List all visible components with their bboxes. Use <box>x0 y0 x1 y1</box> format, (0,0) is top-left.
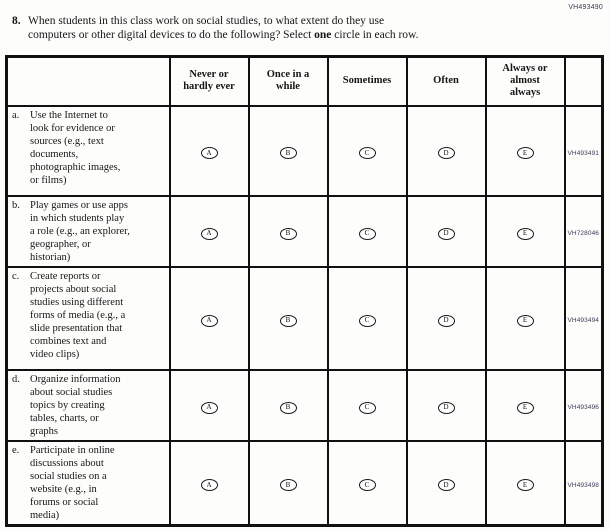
row-letter: d. <box>12 373 20 385</box>
answer-cell-e-B: B <box>247 439 329 526</box>
row-letter: b. <box>12 199 20 211</box>
answer-oval-a-D[interactable]: D <box>437 147 455 159</box>
answer-oval-e-D[interactable]: D <box>437 479 455 491</box>
table-row-b: b. Play games or use apps in which student… <box>5 194 604 268</box>
answer-oval-b-B[interactable]: B <box>279 227 297 240</box>
answer-cell-a-C: C <box>326 104 408 197</box>
answer-oval-e-B[interactable]: B <box>279 479 297 491</box>
row-label-cell: d. Organize information about social studi… <box>5 368 171 442</box>
row-id-cell: VH493494 <box>563 265 604 371</box>
row-letter: e. <box>12 444 20 456</box>
row-text: Use the Internet to look for evidence or s… <box>30 109 121 186</box>
answer-oval-e-E[interactable]: E <box>516 479 534 491</box>
row-id: VH493494 <box>567 317 600 324</box>
answer-oval-a-E[interactable]: E <box>516 147 534 159</box>
column-header-3: Sometimes <box>326 55 408 107</box>
answer-oval-d-C[interactable]: C <box>358 401 376 414</box>
answer-cell-a-D: D <box>405 104 487 197</box>
row-id-cell: VH493498 <box>563 439 604 526</box>
answer-cell-c-C: C <box>326 265 408 371</box>
question-block: 8. When students in this class work on s… <box>12 15 592 42</box>
answer-oval-b-E[interactable]: E <box>516 227 534 240</box>
id-column-header <box>563 55 604 107</box>
answer-oval-e-A[interactable]: A <box>200 479 218 491</box>
row-letter: a. <box>12 109 20 121</box>
answer-oval-c-E[interactable]: E <box>516 314 534 327</box>
answer-cell-c-E: E <box>484 265 566 371</box>
question-line-2: computers or other digital devices to do… <box>28 28 419 41</box>
answer-cell-a-E: E <box>484 104 566 197</box>
answer-cell-d-D: D <box>405 368 487 442</box>
answer-oval-c-C[interactable]: C <box>358 314 376 327</box>
table-row-d: d. Organize information about social studi… <box>5 368 604 442</box>
answer-cell-b-C: C <box>326 194 408 268</box>
column-header-4: Often <box>405 55 487 107</box>
answer-cell-b-D: D <box>405 194 487 268</box>
answer-cell-d-B: B <box>247 368 329 442</box>
answer-oval-a-B[interactable]: B <box>279 147 297 159</box>
answer-cell-c-D: D <box>405 265 487 371</box>
row-id-cell: VH493496 <box>563 368 604 442</box>
answer-oval-b-A[interactable]: A <box>200 227 218 240</box>
row-label-cell: a. Use the Internet to look for evidence o… <box>5 104 171 197</box>
answer-cell-a-B: B <box>247 104 329 197</box>
row-id: VH493496 <box>567 404 600 411</box>
answer-cell-a-A: A <box>168 104 250 197</box>
row-id-cell: VH728046 <box>563 194 604 268</box>
row-text: Participate in online discussions about so… <box>30 444 115 521</box>
column-header-5: Always or almost always <box>484 55 566 107</box>
row-id: VH728046 <box>567 230 600 237</box>
row-id-cell: VH493491 <box>563 104 604 197</box>
page-id: VH493490 <box>568 4 603 11</box>
row-id: VH493491 <box>567 149 600 157</box>
row-label-cell: e. Participate in online discussions about… <box>5 439 171 526</box>
question-line-1: When students in this class work on soci… <box>28 15 385 27</box>
row-letter: c. <box>12 270 20 282</box>
row-id: VH493498 <box>567 481 600 489</box>
answer-cell-e-A: A <box>168 439 250 526</box>
answer-oval-c-D[interactable]: D <box>437 314 455 327</box>
row-text: Create reports or projects about social st… <box>30 270 126 360</box>
answer-cell-e-D: D <box>405 439 487 526</box>
answer-oval-d-E[interactable]: E <box>516 401 534 414</box>
answer-cell-b-E: E <box>484 194 566 268</box>
answer-cell-d-A: A <box>168 368 250 442</box>
row-label-cell: c. Create reports or projects about social… <box>5 265 171 371</box>
table-row-a: a. Use the Internet to look for evidence o… <box>5 104 604 197</box>
header-row: Never or hardly ever Once in a while Sometim… <box>5 55 604 107</box>
answer-cell-d-C: C <box>326 368 408 442</box>
response-table: Never or hardly ever Once in a while Sometim… <box>5 55 604 527</box>
question-number: 8. <box>12 15 21 27</box>
table-row-c: c. Create reports or projects about social… <box>5 265 604 371</box>
answer-oval-b-C[interactable]: C <box>358 227 376 240</box>
answer-oval-d-B[interactable]: B <box>279 401 297 414</box>
answer-oval-d-A[interactable]: A <box>200 401 218 414</box>
answer-cell-e-C: C <box>326 439 408 526</box>
answer-cell-d-E: E <box>484 368 566 442</box>
answer-oval-a-C[interactable]: C <box>358 147 376 159</box>
row-label-cell: b. Play games or use apps in which student… <box>5 194 171 268</box>
answer-oval-e-C[interactable]: C <box>358 479 376 491</box>
row-text: Play games or use apps in which students … <box>30 199 130 263</box>
answer-cell-b-A: A <box>168 194 250 268</box>
answer-cell-b-B: B <box>247 194 329 268</box>
answer-cell-c-B: B <box>247 265 329 371</box>
answer-oval-d-D[interactable]: D <box>437 401 455 414</box>
answer-oval-c-A[interactable]: A <box>200 314 218 327</box>
question-text: When students in this class work on soci… <box>28 15 592 42</box>
row-label-column-header <box>5 55 171 107</box>
table-row-e: e. Participate in online discussions about… <box>5 439 604 526</box>
row-text: Organize information about social studies… <box>30 373 121 437</box>
answer-oval-c-B[interactable]: B <box>279 314 297 327</box>
column-header-1: Never or hardly ever <box>168 55 250 107</box>
answer-cell-e-E: E <box>484 439 566 526</box>
answer-cell-c-A: A <box>168 265 250 371</box>
column-header-2: Once in a while <box>247 55 329 107</box>
answer-oval-a-A[interactable]: A <box>200 147 218 159</box>
answer-oval-b-D[interactable]: D <box>437 227 455 240</box>
